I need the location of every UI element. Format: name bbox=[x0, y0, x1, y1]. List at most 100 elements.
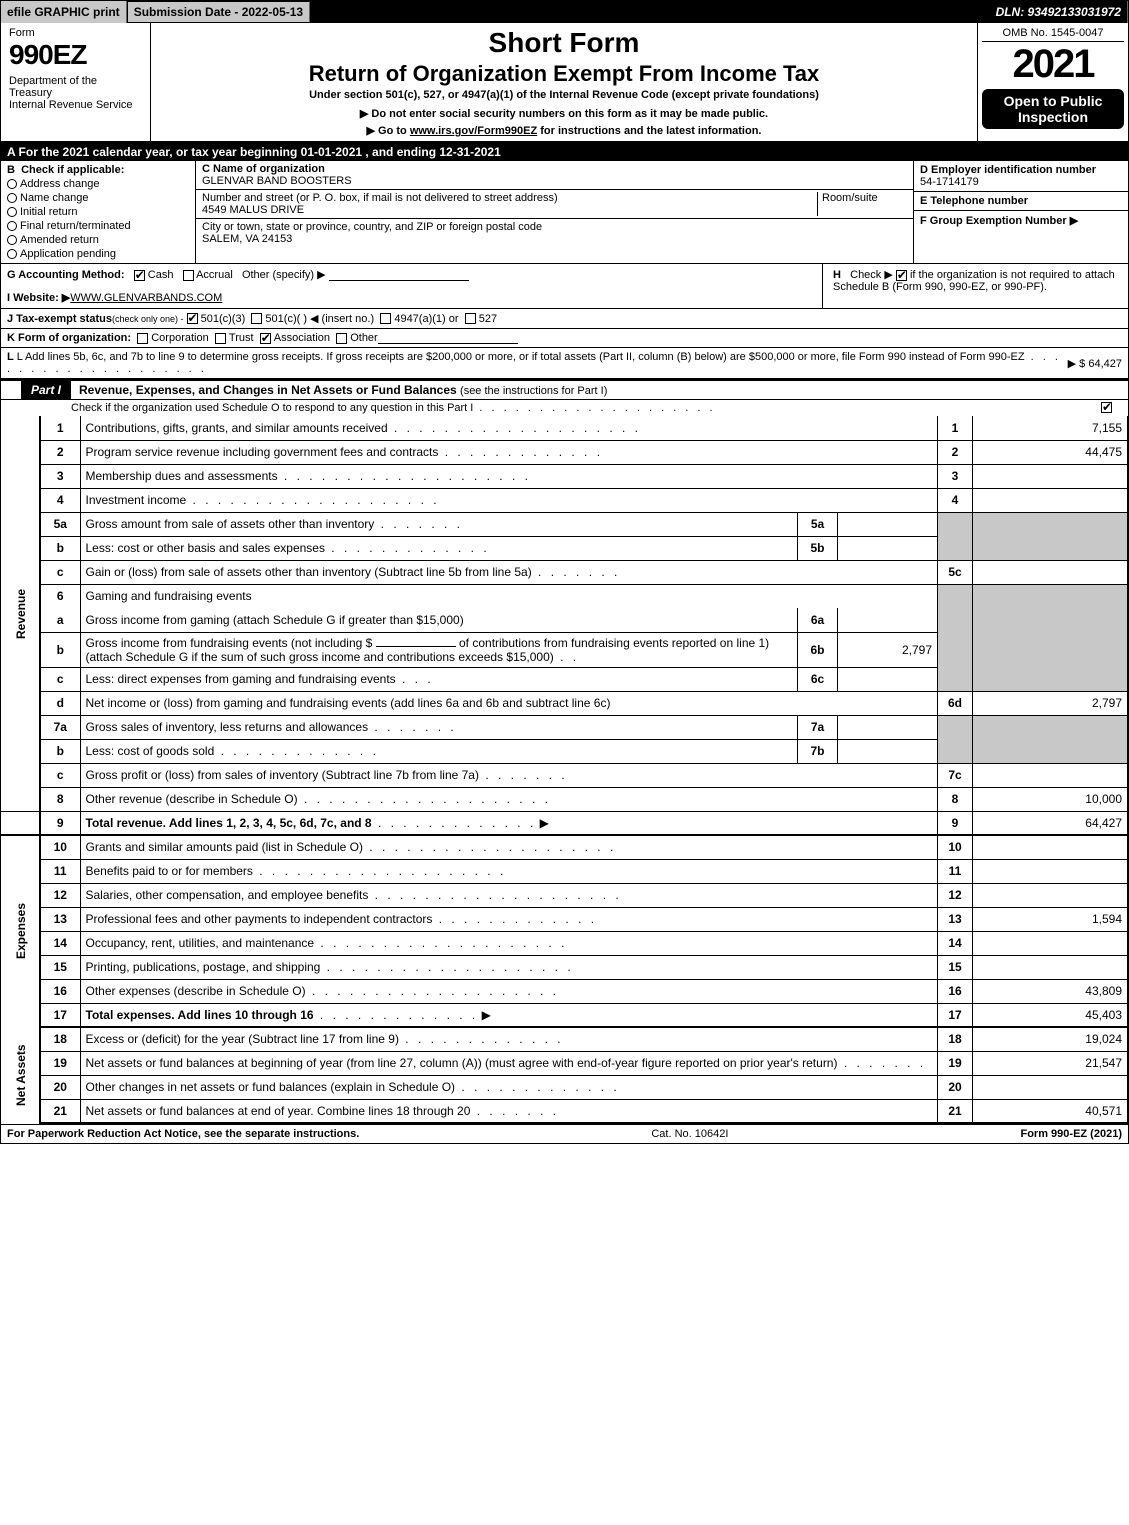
dots: . . . . . . . . . . . . . . . . . . . . bbox=[314, 936, 567, 950]
lines-table: Revenue 1 Contributions, gifts, grants, … bbox=[1, 416, 1128, 1124]
checkbox-501c3[interactable] bbox=[187, 313, 198, 324]
checkbox-accrual[interactable] bbox=[183, 270, 194, 281]
checkbox-association[interactable] bbox=[260, 333, 271, 344]
row-g-h: G Accounting Method: Cash Accrual Other … bbox=[1, 264, 1128, 309]
line-6-num: 6 bbox=[40, 584, 80, 608]
efile-print-link[interactable]: efile GRAPHIC print bbox=[1, 1, 127, 23]
line-4-num: 4 bbox=[40, 488, 80, 512]
line-20-rn: 20 bbox=[938, 1075, 973, 1099]
city-state-zip: SALEM, VA 24153 bbox=[202, 233, 292, 245]
line-14-rn: 14 bbox=[938, 931, 973, 955]
form-org-label: K Form of organization: bbox=[7, 332, 131, 344]
checkbox-final-return[interactable] bbox=[7, 221, 17, 231]
line-5c-value bbox=[973, 560, 1128, 584]
part-1-check-line: Check if the organization used Schedule … bbox=[1, 400, 1128, 416]
goto-post: for instructions and the latest informat… bbox=[537, 125, 761, 137]
box-b-letter: B bbox=[7, 164, 15, 176]
line-12-rn: 12 bbox=[938, 883, 973, 907]
footer: For Paperwork Reduction Act Notice, see … bbox=[1, 1124, 1128, 1143]
room-suite-label: Room/suite bbox=[817, 192, 907, 216]
label-amended-return: Amended return bbox=[20, 234, 99, 246]
checkbox-schedule-o[interactable] bbox=[1101, 402, 1112, 413]
line-16-value: 43,809 bbox=[973, 979, 1128, 1003]
shaded-cell bbox=[938, 512, 973, 536]
row-k: K Form of organization: Corporation Trus… bbox=[1, 329, 1128, 348]
line-8-value: 10,000 bbox=[973, 787, 1128, 811]
goto-line: ▶ Go to www.irs.gov/Form990EZ for instru… bbox=[161, 124, 967, 137]
line-6c-desc: Less: direct expenses from gaming and fu… bbox=[86, 672, 396, 686]
dots: . . . . . . . . . . . . . . . . . . . . bbox=[388, 421, 641, 435]
other-org-field[interactable] bbox=[378, 332, 518, 344]
shaded-cell bbox=[973, 536, 1128, 560]
dots: . . . . . . . . . . . . . bbox=[438, 445, 603, 459]
box-d-e-f: D Employer identification number 54-1714… bbox=[913, 161, 1128, 263]
checkbox-501c[interactable] bbox=[251, 313, 262, 324]
line-19-num: 19 bbox=[40, 1051, 80, 1075]
dln-number: DLN: 93492133031972 bbox=[990, 1, 1128, 23]
line-6a-num: a bbox=[40, 608, 80, 632]
checkbox-corporation[interactable] bbox=[137, 333, 148, 344]
line-7a-num: 7a bbox=[40, 715, 80, 739]
line-7c-num: c bbox=[40, 763, 80, 787]
box-b: B Check if applicable: Address change Na… bbox=[1, 161, 196, 263]
line-1-desc: Contributions, gifts, grants, and simila… bbox=[86, 421, 388, 435]
dots: . . . . . . . bbox=[368, 720, 457, 734]
checkbox-cash[interactable] bbox=[134, 270, 145, 281]
section-a: A For the 2021 calendar year, or tax yea… bbox=[1, 143, 1128, 161]
line-3-desc: Membership dues and assessments bbox=[86, 469, 278, 483]
shaded-cell bbox=[938, 667, 973, 691]
row-l: L L Add lines 5b, 6c, and 7b to line 9 t… bbox=[1, 348, 1128, 380]
line-15-num: 15 bbox=[40, 955, 80, 979]
line-21-desc: Net assets or fund balances at end of ye… bbox=[86, 1104, 471, 1118]
checkbox-schedule-b[interactable] bbox=[896, 270, 907, 281]
line-6b-contrib-field[interactable] bbox=[376, 646, 456, 647]
line-3-rn: 3 bbox=[938, 464, 973, 488]
part-1-title: Revenue, Expenses, and Changes in Net As… bbox=[71, 381, 1128, 399]
telephone-label: E Telephone number bbox=[920, 195, 1028, 207]
dots: . . . . . . . bbox=[479, 768, 568, 782]
line-13-desc: Professional fees and other payments to … bbox=[86, 912, 433, 926]
line-6a-mn: 6a bbox=[798, 608, 838, 632]
line-10-num: 10 bbox=[40, 835, 80, 859]
line-19-rn: 19 bbox=[938, 1051, 973, 1075]
dots: . . . . . . . . . . . . . bbox=[399, 1032, 564, 1046]
checkbox-application-pending[interactable] bbox=[7, 249, 17, 259]
header-left: Form 990EZ Department of the Treasury In… bbox=[1, 23, 151, 141]
do-not-enter: ▶ Do not enter social security numbers o… bbox=[161, 107, 967, 120]
row-j: J Tax-exempt status (check only one) - 5… bbox=[1, 309, 1128, 329]
checkbox-initial-return[interactable] bbox=[7, 207, 17, 217]
checkbox-trust[interactable] bbox=[215, 333, 226, 344]
goto-pre: ▶ Go to bbox=[367, 125, 410, 137]
label-trust: Trust bbox=[229, 332, 254, 344]
row-l-amount: ▶ $ 64,427 bbox=[1068, 357, 1122, 370]
checkbox-address-change[interactable] bbox=[7, 179, 17, 189]
line-6b-desc1: Gross income from fundraising events (no… bbox=[86, 636, 373, 650]
line-15-value bbox=[973, 955, 1128, 979]
checkbox-4947[interactable] bbox=[380, 313, 391, 324]
other-specify-field[interactable] bbox=[329, 269, 469, 281]
checkbox-other-org[interactable] bbox=[336, 333, 347, 344]
checkbox-527[interactable] bbox=[465, 313, 476, 324]
line-14-num: 14 bbox=[40, 931, 80, 955]
dots: . . . . . . . . . . . . . bbox=[214, 744, 379, 758]
line-19-desc: Net assets or fund balances at beginning… bbox=[86, 1056, 838, 1070]
label-address-change: Address change bbox=[20, 178, 100, 190]
website-url[interactable]: WWW.GLENVARBANDS.COM bbox=[70, 292, 222, 304]
dots: . . . . . . . . . . . . . . . . . . . . bbox=[473, 402, 715, 414]
checkbox-amended-return[interactable] bbox=[7, 235, 17, 245]
line-2-rn: 2 bbox=[938, 440, 973, 464]
side-net-assets: Net Assets bbox=[1, 1027, 40, 1123]
part-1-check-text: Check if the organization used Schedule … bbox=[71, 402, 473, 414]
line-12-value bbox=[973, 883, 1128, 907]
line-8-desc: Other revenue (describe in Schedule O) bbox=[86, 792, 298, 806]
box-h-letter: H bbox=[833, 269, 841, 281]
line-14-desc: Occupancy, rent, utilities, and maintena… bbox=[86, 936, 315, 950]
goto-link[interactable]: www.irs.gov/Form990EZ bbox=[410, 125, 537, 137]
label-527: 527 bbox=[479, 313, 497, 325]
line-10-value bbox=[973, 835, 1128, 859]
label-corporation: Corporation bbox=[151, 332, 208, 344]
shaded-cell bbox=[938, 632, 973, 667]
short-form-title: Short Form bbox=[161, 27, 967, 59]
checkbox-name-change[interactable] bbox=[7, 193, 17, 203]
line-5c-rn: 5c bbox=[938, 560, 973, 584]
